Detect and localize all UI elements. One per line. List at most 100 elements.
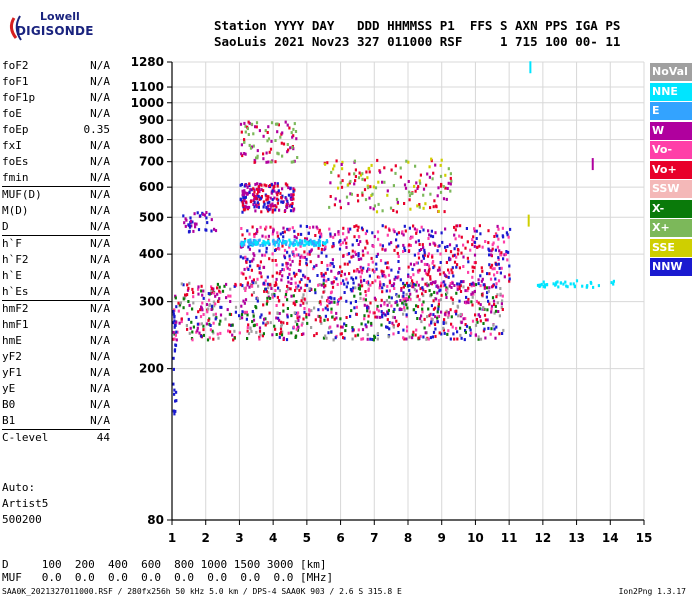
echo-point <box>330 269 333 273</box>
echo-point <box>364 232 367 236</box>
echo-point <box>252 132 255 136</box>
echo-point <box>361 191 364 195</box>
echo-point <box>449 308 452 312</box>
echo-point <box>402 336 405 340</box>
echo-point <box>291 242 294 246</box>
echo-point <box>437 302 440 306</box>
echo-point <box>486 272 489 276</box>
echo-point <box>433 199 436 203</box>
echo-point <box>208 322 211 326</box>
echo-point <box>492 323 495 327</box>
echo-point <box>258 238 261 242</box>
echo-point <box>255 306 258 310</box>
param-label: h`E <box>2 269 22 282</box>
echo-point <box>290 314 293 318</box>
echo-point <box>317 246 320 250</box>
echo-point <box>473 244 476 248</box>
echo-point <box>173 349 176 353</box>
echo-point <box>386 310 389 314</box>
echo-point <box>273 284 276 287</box>
echo-point <box>497 256 500 260</box>
echo-point <box>289 287 292 291</box>
echo-point <box>427 252 430 256</box>
echo-point <box>464 330 467 334</box>
echo-point <box>197 228 201 232</box>
echo-point <box>214 312 217 316</box>
echo-point <box>189 326 192 330</box>
legend-item-noval: NoVal <box>650 63 692 81</box>
echo-point <box>309 238 312 242</box>
param-label: M(D) <box>2 204 29 217</box>
echo-point <box>293 207 296 211</box>
echo-point <box>434 334 437 338</box>
echo-point <box>342 254 345 258</box>
y-tick-label: 200 <box>139 362 164 376</box>
echo-point <box>478 315 482 319</box>
echo-point <box>388 279 391 283</box>
echo-point <box>251 320 254 324</box>
echo-point <box>487 326 490 330</box>
echo-point <box>350 276 353 280</box>
echo-point <box>328 205 331 209</box>
echo-point <box>354 179 357 183</box>
echo-point <box>241 154 244 158</box>
echo-point <box>490 310 493 314</box>
echo-point <box>243 199 246 203</box>
echo-point <box>206 221 209 225</box>
echo-point <box>403 283 406 287</box>
echo-point <box>246 337 249 340</box>
echo-point <box>357 283 360 287</box>
echo-point <box>274 139 277 142</box>
echo-point <box>394 275 397 279</box>
echo-point <box>342 232 345 236</box>
echo-point <box>452 332 455 336</box>
echo-point <box>413 288 416 292</box>
echo-point <box>290 294 293 298</box>
echo-point <box>447 268 450 272</box>
echo-point <box>342 279 345 283</box>
echo-point <box>453 284 456 287</box>
echo-point <box>545 283 549 287</box>
echo-point <box>341 167 344 171</box>
echo-point <box>183 221 186 225</box>
param-value: N/A <box>90 318 110 331</box>
legend-item-vo-: Vo+ <box>650 160 692 179</box>
echo-point <box>449 189 452 193</box>
echo-point <box>256 149 259 153</box>
echo-point <box>291 193 294 197</box>
echo-point <box>264 227 267 231</box>
echo-point <box>376 252 379 256</box>
echo-point <box>485 286 489 290</box>
echo-point <box>304 237 307 241</box>
echo-point <box>258 264 261 268</box>
echo-point <box>199 308 202 312</box>
echo-point <box>248 285 251 289</box>
echo-point <box>192 301 195 305</box>
echo-point <box>367 306 370 310</box>
echo-point <box>214 317 217 321</box>
echo-point <box>317 283 320 287</box>
echo-point <box>280 195 283 199</box>
echo-point <box>243 196 247 200</box>
x-tick-label: 10 <box>467 531 484 545</box>
echo-point <box>253 200 256 204</box>
echo-point <box>258 326 262 330</box>
echo-point <box>223 284 226 288</box>
echo-point <box>358 287 361 291</box>
echo-point <box>284 120 287 124</box>
echo-point <box>486 291 489 295</box>
echo-point <box>275 240 278 244</box>
echo-point <box>373 335 377 339</box>
echo-point <box>612 282 615 286</box>
echo-point <box>436 310 439 314</box>
echo-point <box>339 206 342 210</box>
echo-point <box>278 318 281 322</box>
echo-point <box>460 321 463 325</box>
echo-point <box>365 281 368 284</box>
echo-point <box>281 239 285 243</box>
echo-point <box>497 257 500 261</box>
echo-point <box>250 268 253 272</box>
echo-point <box>265 151 268 155</box>
echo-point <box>370 323 373 327</box>
echo-point <box>196 211 199 215</box>
